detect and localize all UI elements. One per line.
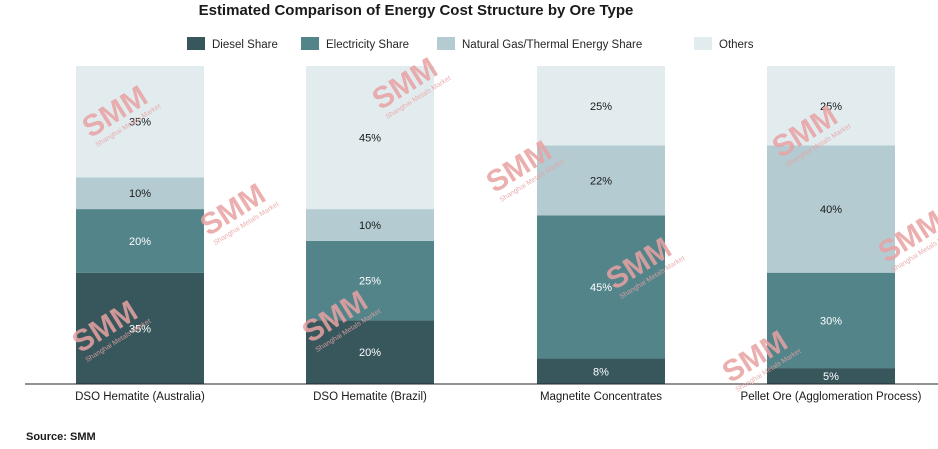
legend-swatch [437,37,455,50]
legend-swatch [187,37,205,50]
legend-label: Electricity Share [326,39,409,51]
bar-segment-natural-gas-thermal-energy-share [537,145,665,216]
data-label: 5% [823,371,839,383]
bar-segment-others [76,66,204,178]
legend-label: Others [719,39,754,51]
data-label: 25% [359,276,381,288]
data-label: 20% [129,236,151,248]
x-tick-label: DSO Hematite (Brazil) [313,391,427,403]
data-label: 35% [129,323,151,335]
bar-segment-diesel-share [537,358,665,384]
bar-segment-electricity-share [76,209,204,273]
bar-segment-diesel-share [767,368,895,384]
legend-item-electricity-share: Electricity Share [301,37,409,51]
bars: 35% 20% 10% 35% 20% 25% 10% 45% 8% 45% 22% 25% 5% 30%… [76,66,895,384]
data-label: 22% [590,175,612,187]
bar-segment-natural-gas-thermal-energy-share [767,145,895,273]
legend-item-diesel-share: Diesel Share [187,37,278,51]
data-label: 10% [129,188,151,200]
x-tick-label: DSO Hematite (Australia) [75,391,205,403]
chart-title: Estimated Comparison of Energy Cost Stru… [199,2,634,19]
bar-segment-electricity-share [306,240,434,321]
legend-item-others: Others [694,37,754,51]
bar-segment-electricity-share [767,272,895,369]
x-tick-labels: DSO Hematite (Australia) DSO Hematite (Br… [75,391,921,403]
bar-segment-electricity-share [537,215,665,359]
data-label: 40% [820,204,842,216]
data-label: 45% [359,133,381,145]
data-label: 20% [359,347,381,359]
bar-segment-natural-gas-thermal-energy-share [306,209,434,241]
legend-swatch [694,37,712,50]
data-label: 30% [820,315,842,327]
data-label: 8% [593,366,609,378]
source-note: Source: SMM [26,431,96,443]
legend-item-natural-gas-thermal-energy-share: Natural Gas/Thermal Energy Share [437,37,642,51]
bar-segment-others [306,66,434,210]
data-label: 45% [590,282,612,294]
x-tick-label: Pellet Ore (Agglomeration Process) [741,391,922,403]
bar-segment-others [767,66,895,146]
bar-segment-others [537,66,665,146]
legend-label: Natural Gas/Thermal Energy Share [462,39,642,51]
bar-segment-diesel-share [306,320,434,384]
bar-segment-diesel-share [76,272,204,384]
legend-swatch [301,37,319,50]
x-tick-label: Magnetite Concentrates [540,391,662,403]
data-label: 25% [820,101,842,113]
legend: Diesel Share Electricity Share Natural Gas… [187,37,754,51]
data-label: 10% [359,220,381,232]
data-label: 25% [590,101,612,113]
legend-label: Diesel Share [212,39,278,51]
data-label: 35% [129,117,151,129]
bar-segment-natural-gas-thermal-energy-share [76,177,204,210]
